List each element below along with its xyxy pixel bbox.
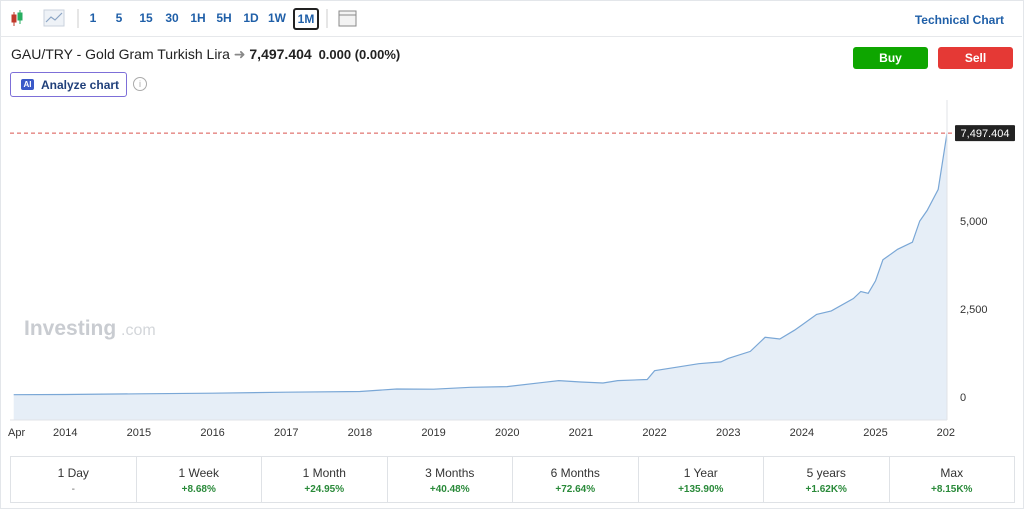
period-value: +135.90% bbox=[678, 484, 724, 495]
watermark-suffix: .com bbox=[121, 322, 156, 339]
y-tick-label: 5,000 bbox=[960, 216, 988, 228]
period-value: +1.62K% bbox=[805, 484, 847, 495]
arrow: ➜ bbox=[233, 46, 246, 62]
analyze-label: Analyze chart bbox=[41, 78, 120, 92]
interval-button[interactable]: 5H bbox=[216, 11, 232, 25]
interval-button[interactable]: 1H bbox=[190, 11, 206, 25]
analyze-chart-button[interactable]: AI Analyze chart bbox=[10, 72, 127, 97]
toolbar: 1 5 15 30 1H 5H 1D 1W 1M Technical Chart bbox=[0, 0, 1022, 37]
period-value: - bbox=[71, 484, 75, 495]
buy-button[interactable]: Buy bbox=[853, 47, 928, 69]
instrument-title: GAU/TRY - Gold Gram Turkish Lira ➜ 7,497… bbox=[11, 46, 400, 63]
change: 0.000 (0.00%) bbox=[318, 47, 401, 62]
period-label: Max bbox=[940, 466, 964, 480]
chart: Investing .com Apr 2014 2015 2016 2017 2018 20… bbox=[8, 100, 1015, 439]
ai-badge: AI bbox=[21, 79, 34, 90]
chart-type-icons[interactable] bbox=[0, 0, 80, 36]
period-cell[interactable]: 6 Months +72.64% bbox=[513, 457, 639, 502]
technical-chart-link[interactable]: Technical Chart bbox=[914, 13, 1004, 27]
period-label: 1 Year bbox=[683, 466, 718, 480]
x-tick-label: Apr bbox=[8, 427, 25, 439]
price-line bbox=[13, 133, 948, 396]
x-tick-label: 2025 bbox=[863, 427, 887, 439]
instrument-name: GAU/TRY - Gold Gram Turkish Lira bbox=[11, 46, 230, 62]
interval-button[interactable]: 15 bbox=[139, 11, 153, 25]
period-label: 1 Week bbox=[178, 466, 219, 480]
interval-button[interactable]: 1M bbox=[293, 8, 319, 30]
period-label: 3 Months bbox=[425, 466, 475, 480]
x-tick-label: 2024 bbox=[790, 427, 814, 439]
period-cell[interactable]: 1 Day - bbox=[11, 457, 137, 502]
x-tick-label: 2017 bbox=[274, 427, 298, 439]
y-tick-label: 0 bbox=[960, 392, 966, 404]
period-label: 1 Day bbox=[57, 466, 89, 480]
x-tick-label: 2014 bbox=[53, 427, 77, 439]
period-value: +40.48% bbox=[429, 484, 470, 495]
area-fill bbox=[13, 133, 947, 420]
period-value: +8.68% bbox=[181, 484, 216, 495]
x-tick-label: 202 bbox=[937, 427, 955, 439]
performance-table: 1 Day - 1 Week +8.68% 1 Month +24.95% 3 Months… bbox=[10, 456, 1015, 503]
x-tick-label: 2023 bbox=[716, 427, 740, 439]
layout-icon[interactable] bbox=[323, 0, 363, 36]
x-tick-label: 2020 bbox=[495, 427, 519, 439]
info-icon[interactable]: i bbox=[133, 77, 147, 91]
period-label: 5 years bbox=[806, 466, 846, 480]
x-tick-label: 2018 bbox=[348, 427, 372, 439]
period-cell[interactable]: 3 Months +40.48% bbox=[388, 457, 513, 502]
watermark-brand: Investing bbox=[24, 317, 116, 340]
period-value: +24.95% bbox=[304, 484, 345, 495]
period-cell[interactable]: 1 Month +24.95% bbox=[262, 457, 388, 502]
period-cell[interactable]: 1 Week +8.68% bbox=[137, 457, 262, 502]
x-tick-label: 2022 bbox=[642, 427, 666, 439]
x-tick-label: 2019 bbox=[421, 427, 445, 439]
x-tick-label: 2015 bbox=[127, 427, 151, 439]
x-tick-label: 2016 bbox=[200, 427, 224, 439]
period-value: +72.64% bbox=[555, 484, 596, 495]
y-tick-label: 2,500 bbox=[960, 304, 988, 316]
period-value: +8.15K% bbox=[931, 484, 973, 495]
price: 7,497.404 bbox=[249, 46, 312, 62]
sell-button[interactable]: Sell bbox=[938, 47, 1013, 69]
period-cell[interactable]: Max +8.15K% bbox=[890, 457, 1015, 502]
interval-button[interactable]: 5 bbox=[115, 11, 123, 25]
period-label: 1 Month bbox=[302, 466, 346, 480]
current-price-label: 7,497.404 bbox=[961, 128, 1010, 140]
interval-button[interactable]: 1W bbox=[268, 11, 286, 25]
interval-button[interactable]: 30 bbox=[165, 11, 179, 25]
period-cell[interactable]: 5 years +1.62K% bbox=[764, 457, 890, 502]
current-price-tag bbox=[955, 125, 1015, 142]
interval-button[interactable]: 1 bbox=[89, 11, 97, 25]
period-cell[interactable]: 1 Year +135.90% bbox=[639, 457, 764, 502]
interval-button[interactable]: 1D bbox=[243, 11, 259, 25]
period-label: 6 Months bbox=[550, 466, 600, 480]
x-tick-label: 2021 bbox=[569, 427, 593, 439]
